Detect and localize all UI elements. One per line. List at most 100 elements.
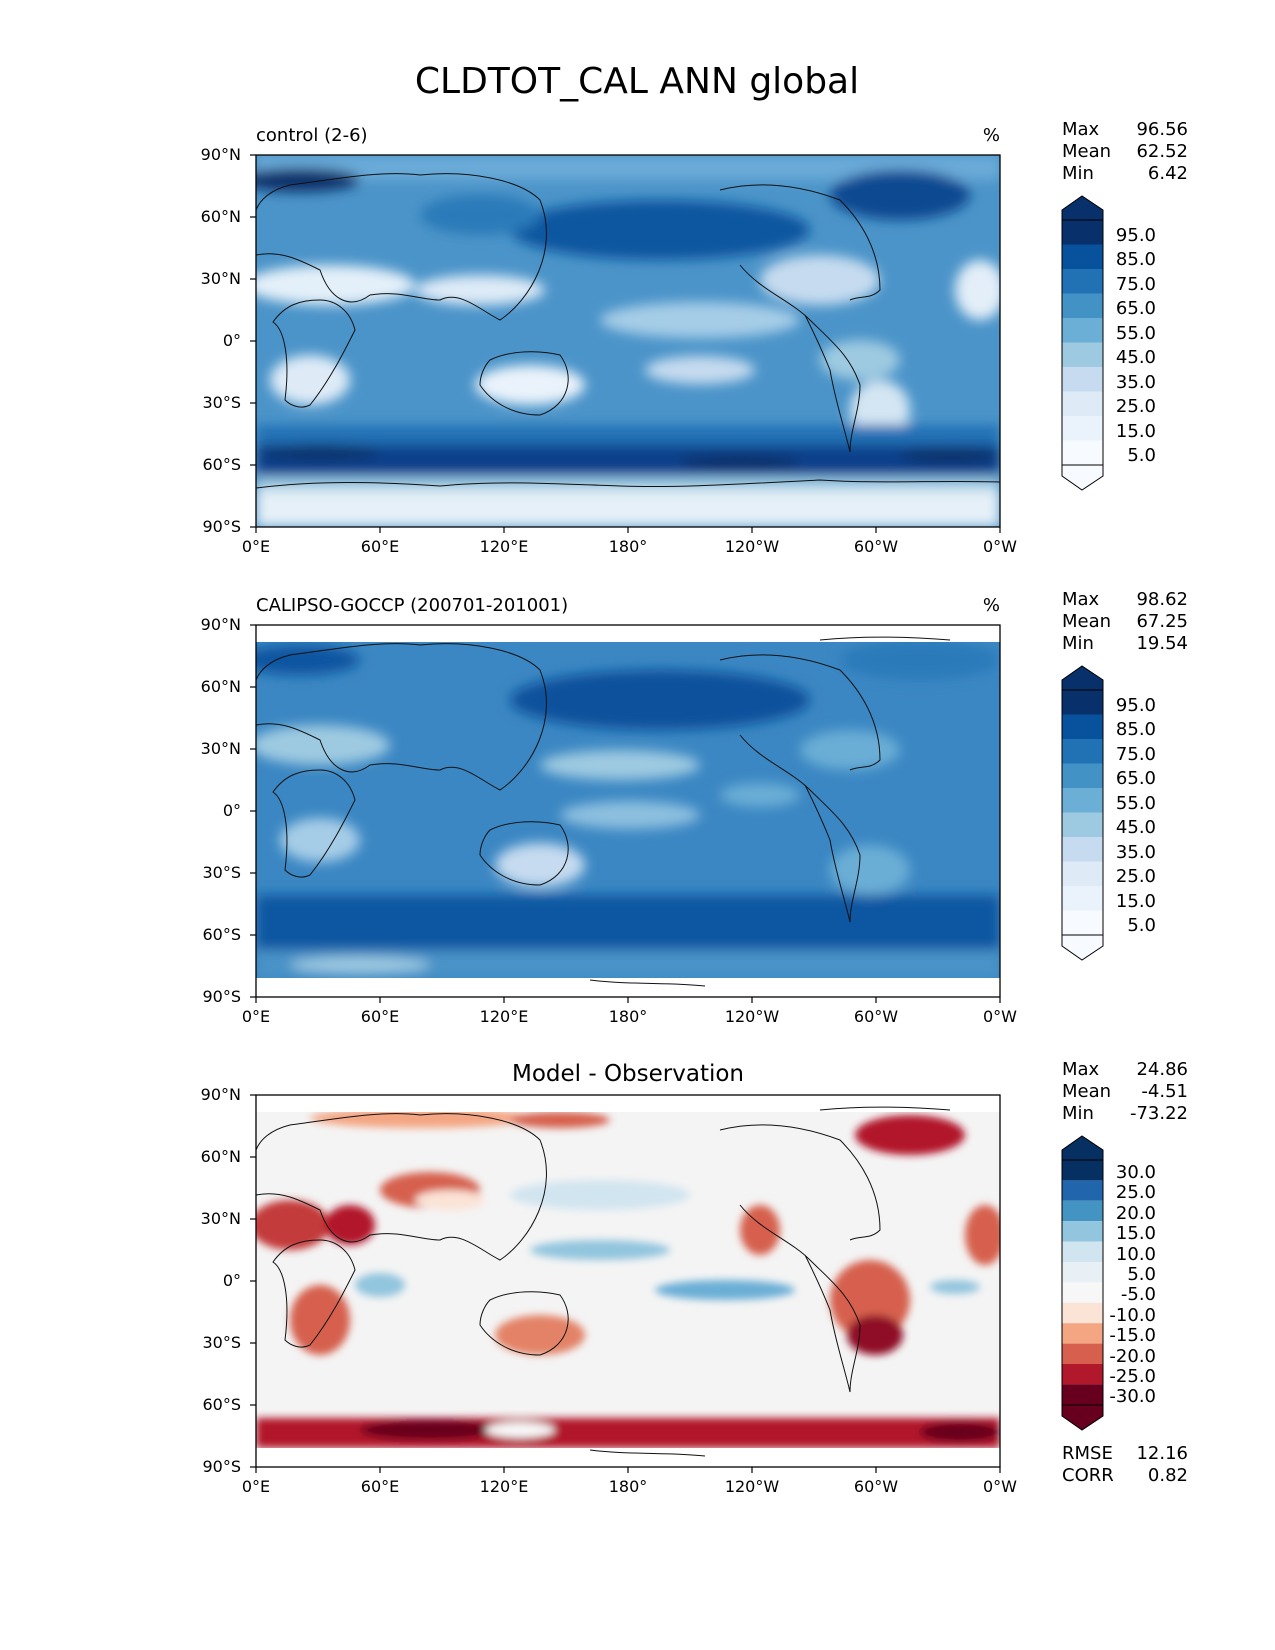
colorbar-label: 5.0 [1127,1264,1156,1285]
x-tick-label: 0°W [983,537,1017,556]
x-tick-label: 60°W [854,537,898,556]
colorbar-label: -10.0 [1109,1305,1156,1326]
stat-min-value: 19.54 [1136,633,1188,654]
colorbar-label: 5.0 [1127,445,1156,466]
stat-min-label: Min [1062,1103,1094,1124]
stat-max-label: Max [1062,119,1100,140]
y-tick-label: 30°S [202,863,241,882]
x-tick-label: 120°W [725,1477,780,1496]
colorbar-segment [1062,861,1103,886]
y-tick-label: 60°N [201,207,241,226]
colorbar-top-cap [1061,1135,1104,1161]
colorbar-segment [1062,1241,1103,1262]
x-axis-ticks: 0°E 60°E 120°E 180° 120°W 60°W 0°W [242,1477,1017,1496]
colorbar-segment [1062,318,1103,343]
y-tick-label: 60°N [201,1147,241,1166]
colorbar: 30.0 25.0 20.0 15.0 10.0 5.0 -5.0 -10.0 … [1061,1135,1156,1431]
colorbar-label: 55.0 [1116,323,1156,344]
colorbar-segment [1062,244,1103,269]
colorbar-label: 85.0 [1116,719,1156,740]
colorbar-segment [1062,739,1103,764]
colorbar-segment [1062,269,1103,294]
stats-box: Max 98.62 Mean 67.25 Min 19.54 [1062,589,1188,654]
colorbar-label: 25.0 [1116,1182,1156,1203]
stat-min-label: Min [1062,163,1094,184]
y-tick-label: 60°S [202,925,241,944]
x-tick-label: 180° [609,537,648,556]
y-tick-label: 60°N [201,677,241,696]
y-tick-label: 30°S [202,1333,241,1352]
observation-cloud-field [256,625,1000,997]
colorbar-label: 25.0 [1116,866,1156,887]
figure-title: CLDTOT_CAL ANN global [415,61,859,102]
stat-min-label: Min [1062,633,1094,654]
model-coastlines [256,173,1000,489]
y-axis-ticks: 90°N 60°N 30°N 0° 30°S 60°S 90°S [201,145,241,536]
colorbar-label: -20.0 [1109,1346,1156,1367]
panel-units: % [983,595,1000,616]
x-tick-label: 60°E [361,1007,399,1026]
colorbar-segment [1062,812,1103,837]
colorbar-label: -25.0 [1109,1366,1156,1387]
stat-mean-value: 67.25 [1136,611,1188,632]
y-tick-label: 90°N [201,145,241,164]
colorbar-segment [1062,1384,1103,1405]
stat-max-value: 98.62 [1136,589,1188,610]
x-tick-label: 60°W [854,1477,898,1496]
colorbar-label: 10.0 [1116,1244,1156,1265]
y-tick-label: 90°S [202,517,241,536]
colorbar-label: 55.0 [1116,793,1156,814]
colorbar-segment [1062,886,1103,911]
colorbar-label: 75.0 [1116,744,1156,765]
colorbar-label: 15.0 [1116,421,1156,442]
colorbar-segment [1062,837,1103,862]
colorbar-segment [1062,416,1103,441]
colorbar-segment [1062,293,1103,318]
panel-title-center: Model - Observation [512,1061,744,1087]
error-stats: RMSE 12.16 CORR 0.82 [1062,1443,1188,1486]
x-tick-label: 0°E [242,1477,270,1496]
stat-corr-label: CORR [1062,1465,1114,1486]
panel-model: control (2-6) % [201,119,1188,556]
difference-field [256,1095,1000,1467]
colorbar-label: -15.0 [1109,1325,1156,1346]
colorbar-segment [1062,763,1103,788]
y-tick-label: 30°N [201,739,241,758]
x-tick-label: 120°W [725,1007,780,1026]
y-axis-ticks: 90°N 60°N 30°N 0° 30°S 60°S 90°S [201,1085,241,1476]
observation-coastlines [256,636,951,987]
y-tick-label: 30°S [202,393,241,412]
x-tick-label: 60°W [854,1007,898,1026]
colorbar-label: 75.0 [1116,274,1156,295]
panel-title-left: control (2-6) [256,125,368,146]
y-tick-label: 0° [223,331,241,350]
colorbar-label: 15.0 [1116,891,1156,912]
colorbar-segment [1062,1262,1103,1283]
colorbar-label: 35.0 [1116,372,1156,393]
panel-title-left: CALIPSO-GOCCP (200701-201001) [256,595,568,616]
colorbar-segment [1062,788,1103,813]
panel-difference: Model - Observation [201,1059,1188,1496]
colorbar-segment [1062,1221,1103,1242]
colorbar-label: -5.0 [1121,1284,1156,1305]
x-axis-ticks: 0°E 60°E 120°E 180° 120°W 60°W 0°W [242,1007,1017,1026]
stat-mean-label: Mean [1062,611,1111,632]
y-tick-label: 30°N [201,269,241,288]
colorbar-label: 45.0 [1116,817,1156,838]
colorbar: 95.0 85.0 75.0 65.0 55.0 45.0 35.0 25.0 … [1061,665,1156,961]
colorbar-segment [1062,1282,1103,1303]
colorbar: 95.0 85.0 75.0 65.0 55.0 45.0 35.0 25.0 … [1061,195,1156,491]
y-tick-label: 90°S [202,1457,241,1476]
stat-max-value: 96.56 [1136,119,1188,140]
colorbar-segment [1062,690,1103,715]
colorbar-top-cap [1061,195,1104,221]
y-axis-ticks: 90°N 60°N 30°N 0° 30°S 60°S 90°S [201,615,241,1006]
y-tick-label: 60°S [202,1395,241,1414]
x-tick-label: 120°E [480,1007,529,1026]
x-tick-label: 120°E [480,1477,529,1496]
colorbar-segment [1062,440,1103,465]
stat-mean-value: -4.51 [1141,1081,1188,1102]
colorbar-label: 35.0 [1116,842,1156,863]
colorbar-label: -30.0 [1109,1386,1156,1407]
colorbar-label: 25.0 [1116,396,1156,417]
